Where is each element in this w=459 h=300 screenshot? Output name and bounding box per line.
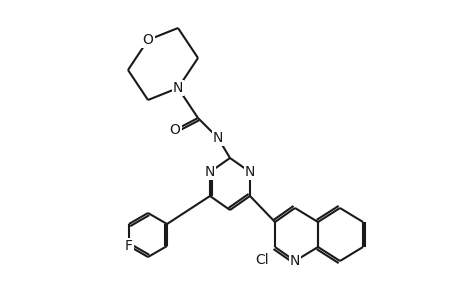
Text: N: N <box>173 81 183 95</box>
Text: N: N <box>244 165 255 179</box>
Text: O: O <box>142 33 153 47</box>
Text: N: N <box>289 254 300 268</box>
Text: F: F <box>125 239 133 253</box>
Text: N: N <box>204 165 215 179</box>
Text: Cl: Cl <box>255 253 268 267</box>
Text: O: O <box>169 123 180 137</box>
Text: N: N <box>213 131 223 145</box>
